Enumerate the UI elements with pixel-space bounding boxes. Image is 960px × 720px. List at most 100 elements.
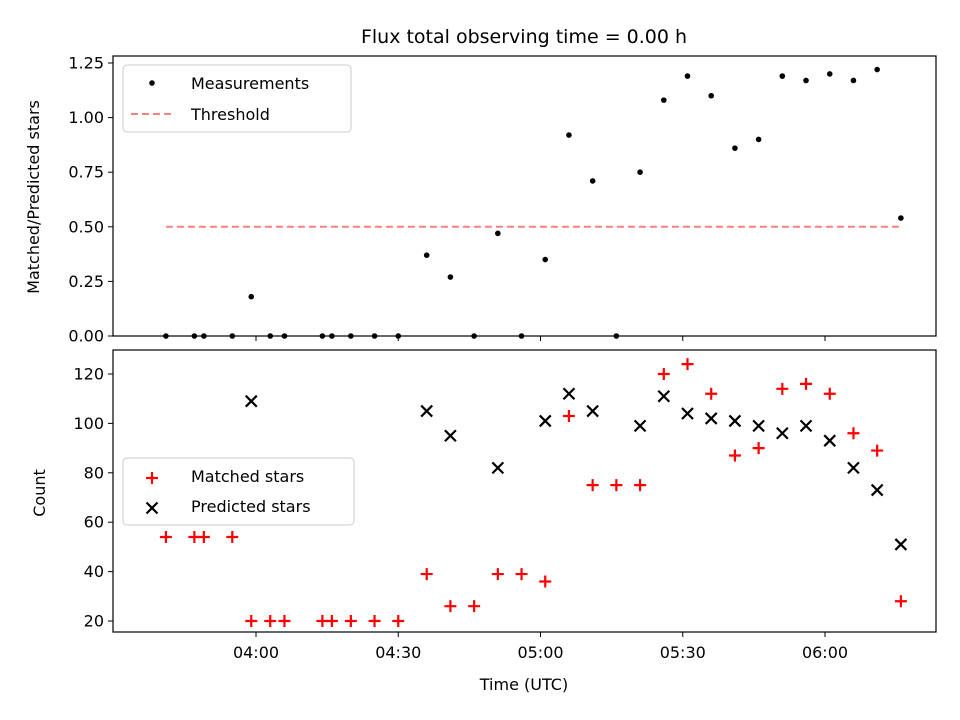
measurement-point: [850, 77, 857, 84]
predicted-star-point: [799, 419, 813, 433]
measurement-point: [518, 333, 525, 339]
bottom-legend: Matched stars Predicted stars: [122, 457, 355, 526]
matched-star-point: [325, 615, 338, 627]
measurement-point: [471, 333, 477, 339]
top-series-0: [163, 66, 904, 339]
legend-measurements-label: Measurements: [191, 74, 309, 93]
matched-star-point: [894, 595, 907, 608]
measurement-point: [229, 333, 236, 339]
measurement-point: [613, 333, 620, 339]
predicted-star-point: [633, 419, 647, 433]
measurement-point: [684, 73, 691, 79]
bottom-y-tick-label: 120: [73, 365, 104, 384]
matched-star-point: [539, 575, 552, 588]
predicted-star-point: [562, 387, 576, 401]
legend-measurements-marker: [149, 80, 155, 86]
matched-star-point: [681, 358, 694, 371]
x-tick-label: 06:00: [802, 643, 848, 662]
legend-matched-label: Matched stars: [191, 467, 304, 486]
predicted-star-point: [244, 394, 258, 408]
matched-star-point: [491, 568, 504, 581]
predicted-star-point: [586, 404, 599, 418]
x-tick-label: 04:00: [233, 643, 279, 662]
top-y-tick-label: 0.25: [68, 272, 104, 291]
top-y-tick-label: 1.00: [68, 108, 104, 127]
measurement-point: [637, 169, 643, 175]
measurement-point: [755, 136, 762, 143]
measurement-point: [495, 230, 501, 237]
matched-star-point: [420, 568, 433, 581]
predicted-star-point: [657, 389, 671, 403]
measurement-point: [319, 333, 326, 339]
bottom-legend-box: [122, 457, 355, 526]
measurement-point: [267, 333, 274, 339]
predicted-star-point: [420, 404, 433, 418]
predicted-star-point: [823, 434, 837, 447]
x-tick-label: 05:00: [517, 643, 563, 662]
bottom-series-0: [159, 358, 907, 627]
matched-star-point: [344, 615, 357, 627]
measurement-point: [589, 178, 596, 184]
chart-title: Flux total observing time = 0.00 h: [361, 26, 687, 48]
predicted-star-point: [444, 429, 457, 443]
matched-star-point: [752, 442, 765, 455]
measurement-point: [423, 252, 430, 258]
matched-star-point: [657, 368, 670, 380]
matched-star-point: [245, 615, 258, 627]
top-panel: 0.00 0.25 0.50 0.75 1.00 1.25 Matched/Predict…: [24, 54, 937, 346]
matched-star-point: [728, 449, 741, 462]
predicted-star-point: [704, 412, 718, 425]
matched-star-point: [197, 531, 210, 544]
bottom-plot-area: 20 40 60 80 100 120 04:00 04:30 05:00 05:30 06:00: [73, 349, 937, 662]
legend-threshold-label: Threshold: [190, 105, 270, 124]
matched-star-point: [634, 479, 647, 492]
matched-star-point: [226, 531, 239, 544]
bottom-series-1: [244, 387, 908, 551]
top-y-tick-label: 1.25: [68, 54, 104, 73]
top-y-tick-label: 0.75: [68, 163, 104, 182]
matched-star-point: [800, 377, 813, 390]
bottom-y-tick-label: 80: [84, 463, 104, 482]
measurement-point: [395, 333, 402, 339]
measurement-point: [447, 274, 454, 280]
matched-star-point: [159, 531, 172, 544]
measurement-point: [660, 97, 667, 103]
matched-star-point: [264, 615, 277, 627]
bottom-y-tick-label: 100: [73, 414, 104, 433]
measurement-point: [566, 132, 572, 138]
measurement-point: [191, 333, 198, 339]
matched-star-point: [705, 387, 718, 400]
top-y-tick-label: 0.50: [68, 217, 104, 236]
predicted-star-point: [681, 407, 694, 420]
measurement-point: [329, 333, 335, 339]
top-plot-area: 0.00 0.25 0.50 0.75 1.00 1.25: [68, 54, 937, 346]
predicted-star-point: [491, 461, 505, 475]
matched-star-point: [278, 615, 291, 627]
measurement-point: [779, 73, 786, 79]
predicted-star-point: [752, 419, 765, 433]
measurement-point: [248, 293, 255, 300]
measurement-point: [898, 215, 904, 221]
x-tick-label: 05:30: [660, 643, 706, 662]
measurement-point: [542, 256, 549, 263]
bottom-y-tick-label: 40: [84, 562, 104, 581]
top-y-tick-label: 0.00: [68, 327, 104, 346]
measurement-point: [348, 333, 354, 339]
predicted-star-point: [847, 461, 860, 475]
x-axis-label: Time (UTC): [479, 675, 568, 694]
predicted-star-point: [776, 427, 789, 440]
top-axes-frame: [112, 55, 937, 337]
top-legend: Measurements Threshold: [122, 64, 352, 133]
bottom-y-tick-label: 20: [84, 612, 104, 631]
matched-star-point: [847, 427, 860, 440]
measurement-point: [201, 333, 207, 339]
top-y-axis-label: Matched/Predicted stars: [24, 100, 43, 294]
matched-star-point: [368, 615, 381, 627]
matched-star-point: [444, 600, 457, 613]
legend-predicted-marker: [145, 501, 159, 515]
measurement-point: [732, 145, 738, 151]
legend-predicted-label: Predicted stars: [191, 497, 311, 516]
predicted-star-point: [870, 483, 884, 497]
matched-star-point: [562, 409, 575, 422]
